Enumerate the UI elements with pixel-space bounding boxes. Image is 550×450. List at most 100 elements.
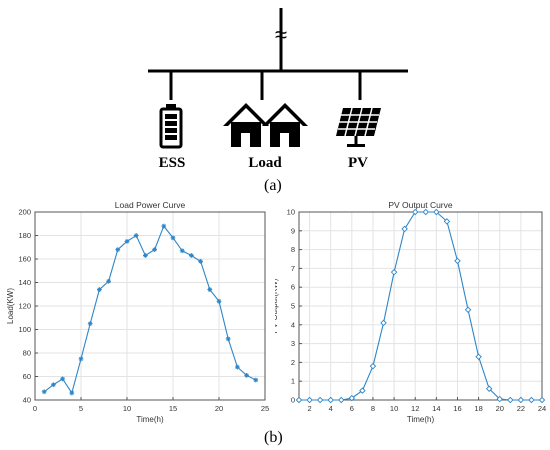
y-tick-label: 7 xyxy=(291,264,295,273)
y-tick-label: 160 xyxy=(18,255,31,264)
x-tick-label: 10 xyxy=(390,404,398,413)
ac-source-icon: ≈ xyxy=(275,22,287,47)
data-point xyxy=(235,364,240,370)
data-point xyxy=(143,253,148,258)
data-point xyxy=(87,321,93,327)
x-tick-label: 18 xyxy=(474,404,482,413)
data-point xyxy=(348,394,356,402)
data-point xyxy=(454,257,461,265)
data-point xyxy=(189,253,194,258)
data-point xyxy=(152,247,157,252)
y-tick-label: 2 xyxy=(291,358,295,367)
houses-icon xyxy=(223,103,308,147)
data-point xyxy=(433,208,440,216)
x-tick-label: 12 xyxy=(411,404,419,413)
y-axis-label: PV Output(KW) xyxy=(275,278,279,333)
data-point xyxy=(359,387,366,394)
data-point xyxy=(538,396,546,404)
data-point xyxy=(369,362,377,370)
y-tick-label: 200 xyxy=(18,208,31,217)
caption-b: (b) xyxy=(264,429,283,446)
y-tick-label: 0 xyxy=(291,396,295,405)
battery-icon xyxy=(159,104,183,149)
data-point xyxy=(51,382,56,388)
data-point xyxy=(225,336,231,342)
x-tick-label: 14 xyxy=(432,404,440,413)
data-point xyxy=(401,225,408,233)
x-tick-label: 0 xyxy=(33,404,37,413)
data-point xyxy=(485,385,493,392)
x-tick-label: 20 xyxy=(215,404,223,413)
data-point xyxy=(422,208,430,216)
y-tick-label: 1 xyxy=(291,377,295,386)
x-tick-label: 5 xyxy=(79,404,83,413)
data-point xyxy=(316,396,324,404)
data-point xyxy=(253,377,259,383)
data-point xyxy=(475,353,482,360)
data-point xyxy=(97,287,102,292)
data-point xyxy=(528,396,535,404)
data-point xyxy=(179,248,185,254)
x-axis-label: Time(h) xyxy=(136,415,164,424)
data-point xyxy=(244,372,249,378)
y-axis-label: Load(KW) xyxy=(6,288,15,324)
load-power-chart: 0 5 10 15 20 25 40 60 80 100 120 140 160 180 200 Load P… xyxy=(6,200,269,424)
y-tick-label: 140 xyxy=(18,278,31,287)
data-point xyxy=(115,247,121,252)
data-point xyxy=(517,396,525,404)
x-tick-label: 10 xyxy=(123,404,131,413)
x-tick-label: 24 xyxy=(538,404,546,413)
y-tick-label: 10 xyxy=(287,208,295,217)
ess-label: ESS xyxy=(158,155,186,171)
caption-a: (a) xyxy=(264,177,282,194)
x-tick-label: 2 xyxy=(307,404,311,413)
series-line xyxy=(43,225,257,395)
data-point xyxy=(507,396,514,404)
y-tick-label: 6 xyxy=(291,283,295,292)
data-point xyxy=(295,396,303,404)
pv-label: PV xyxy=(348,155,368,171)
x-tick-label: 8 xyxy=(371,404,375,413)
data-point xyxy=(60,376,65,382)
y-tick-label: 60 xyxy=(23,372,31,381)
y-tick-label: 4 xyxy=(291,320,295,329)
y-tick-label: 80 xyxy=(23,349,31,358)
x-axis-label: Time(h) xyxy=(407,415,435,424)
data-point xyxy=(306,396,313,404)
y-tick-label: 120 xyxy=(18,302,31,311)
data-point xyxy=(69,390,75,396)
y-tick-label: 40 xyxy=(23,396,31,405)
data-point xyxy=(216,298,222,304)
data-point xyxy=(198,258,203,264)
data-point xyxy=(380,319,387,327)
x-tick-label: 20 xyxy=(496,404,504,413)
data-point xyxy=(338,396,345,404)
data-point xyxy=(443,218,451,225)
chart-title: Load Power Curve xyxy=(115,200,186,210)
data-point xyxy=(78,356,84,362)
data-point xyxy=(170,235,176,241)
data-point xyxy=(161,223,167,229)
chart-title: PV Output Curve xyxy=(388,200,453,210)
x-tick-label: 16 xyxy=(453,404,461,413)
data-point xyxy=(411,208,419,216)
data-point xyxy=(464,306,472,313)
y-tick-label: 8 xyxy=(291,245,295,254)
x-tick-label: 15 xyxy=(169,404,177,413)
system-diagram: ≈ xyxy=(148,8,408,149)
data-point xyxy=(207,287,213,292)
x-tick-label: 6 xyxy=(350,404,354,413)
data-point xyxy=(124,238,130,244)
data-point xyxy=(41,389,47,395)
y-tick-label: 5 xyxy=(291,302,295,311)
y-tick-label: 9 xyxy=(291,226,295,235)
load-label: Load xyxy=(248,155,282,171)
y-tick-label: 100 xyxy=(18,325,31,334)
x-tick-label: 22 xyxy=(517,404,525,413)
y-tick-label: 180 xyxy=(18,231,31,240)
data-point xyxy=(327,396,334,404)
data-point xyxy=(106,278,111,284)
y-tick-label: 3 xyxy=(291,339,295,348)
x-tick-label: 25 xyxy=(261,404,269,413)
